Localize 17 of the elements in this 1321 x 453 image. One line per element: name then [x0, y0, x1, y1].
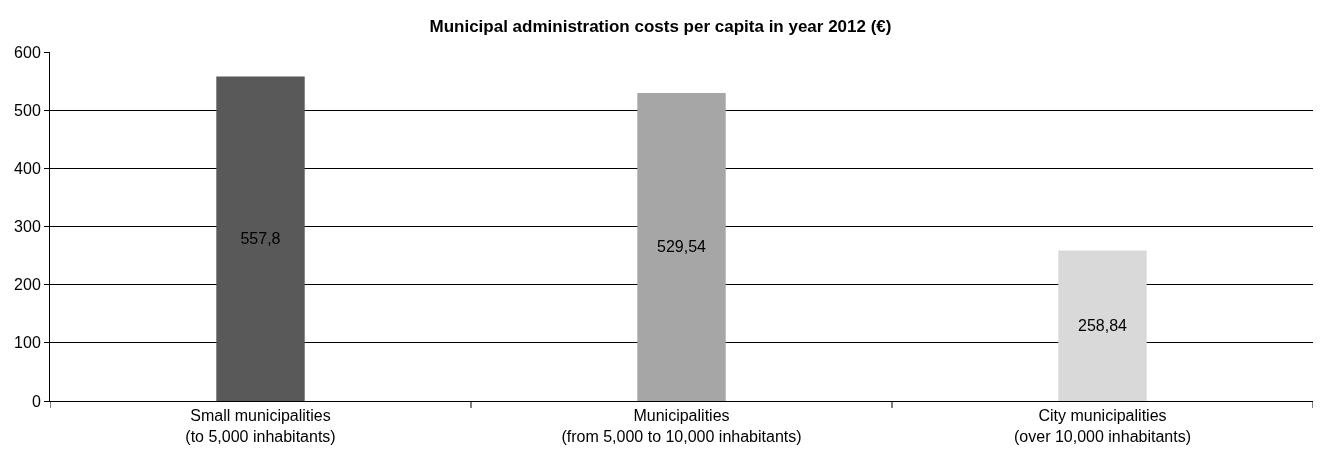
y-tick-label: 200	[14, 276, 41, 294]
data-label: 529,54	[656, 238, 707, 256]
y-tick-label: 400	[14, 159, 41, 177]
bar	[637, 92, 726, 401]
y-tick-label: 600	[14, 43, 41, 61]
data-label: 557,8	[240, 230, 281, 248]
bar	[216, 76, 305, 401]
x-tick-label: Small municipalities (to 5,000 inhabitants)	[185, 407, 336, 445]
data-label: 258,84	[1077, 317, 1128, 335]
bar	[1058, 250, 1147, 401]
chart-title: Municipal administration costs per capita in year 2012 (€)	[429, 17, 892, 37]
y-tick-label: 300	[14, 218, 41, 236]
y-tick-label: 500	[14, 101, 41, 119]
y-tick-label: 0	[31, 392, 41, 410]
x-tick-label: Municipalities (from 5,000 to 10,000 inhabitants)	[561, 407, 802, 445]
y-tick-label: 100	[14, 334, 41, 352]
x-tick-label: City municipalities (over 10,000 inhabitants)	[1014, 407, 1191, 445]
